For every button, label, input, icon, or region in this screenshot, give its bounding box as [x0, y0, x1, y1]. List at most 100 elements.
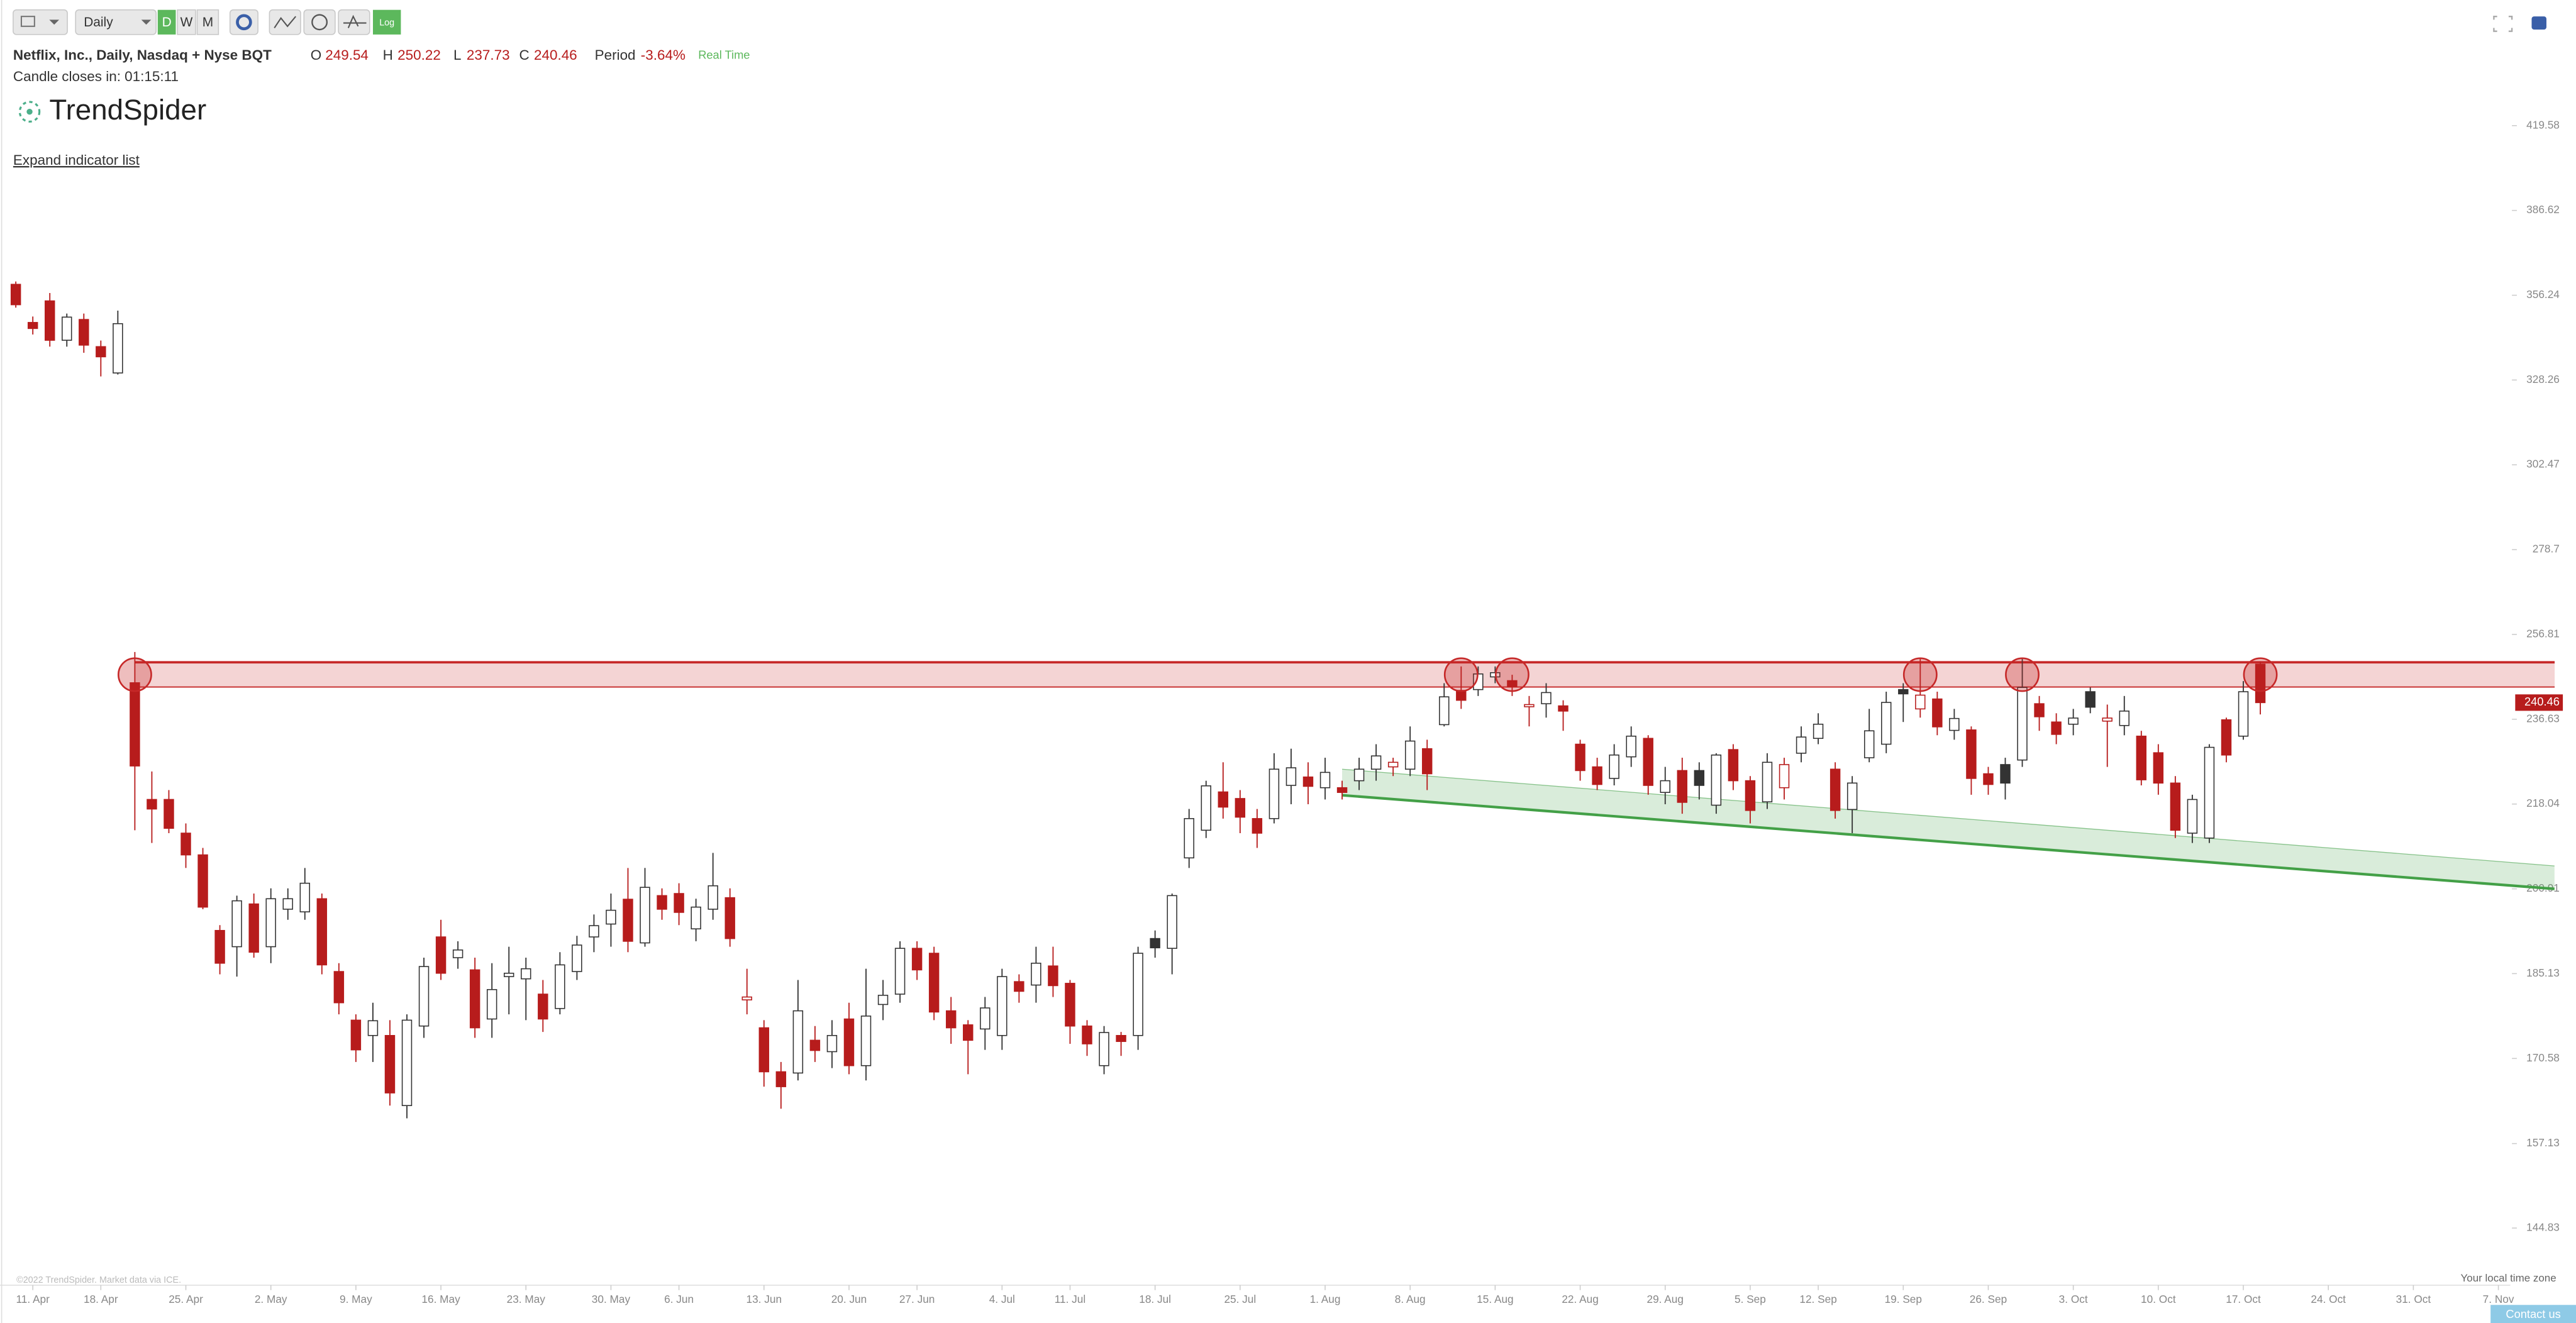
candle-body [1575, 743, 1585, 772]
candle-body [1370, 755, 1382, 770]
candle-body [333, 971, 345, 1004]
candle-body [79, 319, 89, 346]
candle-body [350, 1019, 362, 1051]
candle-body [1269, 768, 1280, 819]
x-tick-label: 17. Oct [2226, 1293, 2261, 1305]
x-tick-label: 24. Oct [2311, 1293, 2346, 1305]
high-label: H [383, 47, 393, 63]
candle-body [1116, 1034, 1126, 1043]
candle-body [1201, 785, 1211, 831]
x-tick-label: 12. Sep [1799, 1293, 1836, 1305]
resistance-zone [135, 662, 2555, 687]
period-d-label: D [162, 15, 172, 30]
y-tick-label: 218.04 [2526, 797, 2560, 809]
candle-body [809, 1039, 821, 1051]
period-d-button[interactable] [157, 9, 176, 35]
candle-body [248, 903, 259, 953]
candle-body [1353, 768, 1365, 782]
candle-body [316, 898, 328, 966]
timezone-label: Your local time zone [2461, 1272, 2557, 1284]
open-label: O [311, 47, 321, 63]
x-tick-label: 3. Oct [2059, 1293, 2088, 1305]
x-tick-label: 10. Oct [2141, 1293, 2176, 1305]
x-tick-label: 2. May [255, 1293, 287, 1305]
x-tick-label: 26. Sep [1970, 1293, 2007, 1305]
x-tick-label: 13. Jun [747, 1293, 782, 1305]
candle-body [2017, 687, 2028, 761]
low-value: 237.73 [467, 47, 510, 63]
candle-body [10, 284, 21, 306]
candle-body [401, 1019, 413, 1106]
candle-body [367, 1020, 379, 1036]
x-tick-label: 25. Apr [169, 1293, 203, 1305]
candle-body [1065, 983, 1075, 1027]
candle-body [1422, 748, 1433, 775]
open-value: 249.54 [325, 47, 369, 63]
drawing-button[interactable] [338, 9, 370, 35]
candle-body [2051, 721, 2062, 735]
period-w-button[interactable] [177, 9, 196, 35]
candle-body [2085, 691, 2096, 708]
channel-lower [1341, 794, 2555, 890]
plot-area: 144.83157.13170.58185.13200.91218.04236.… [10, 118, 2563, 1305]
log-label: Log [379, 18, 394, 28]
resistance-touch [2005, 657, 2040, 692]
channel-upper [1341, 768, 2555, 866]
candle-body [2153, 752, 2164, 784]
y-tick-label: 236.63 [2526, 712, 2560, 724]
interval-label: Daily [84, 15, 113, 30]
candle-body [1336, 787, 1348, 793]
candle-body [1626, 735, 1636, 758]
candle-body [708, 885, 718, 910]
realtime-label: Real Time [698, 48, 750, 62]
y-tick-label: 157.13 [2526, 1136, 2560, 1149]
candle-body [792, 1010, 804, 1074]
candle-body [1150, 938, 1160, 949]
candle-body [860, 1016, 872, 1066]
candle-body [1813, 723, 1824, 739]
candle-body [1915, 694, 1926, 710]
y-tick-label: 256.81 [2526, 627, 2560, 639]
interval-select[interactable] [75, 9, 157, 35]
period-value: -3.64% [641, 47, 686, 63]
fullscreen-icon[interactable] [2493, 15, 2513, 32]
x-tick-label: 1. Aug [1310, 1293, 1341, 1305]
candle-body [62, 316, 72, 341]
y-tick-label: 170.58 [2526, 1051, 2560, 1064]
candle-body [538, 994, 548, 1020]
resistance-touch [117, 657, 152, 692]
candle-body [1677, 770, 1688, 803]
candle-body [589, 925, 599, 938]
x-tick-label: 6. Jun [664, 1293, 694, 1305]
last-price-label: 240.46 [2524, 695, 2560, 708]
candle-body [911, 948, 923, 971]
legend-header: Netflix, Inc., Daily, Nasdaq + Nyse BQT … [13, 47, 750, 84]
candle-body [2000, 764, 2011, 784]
period-m-label: M [203, 15, 213, 30]
expand-indicator-link[interactable]: Expand indicator list [13, 152, 140, 168]
candle-body [1881, 702, 1892, 745]
brand-logo: TrendSpider [18, 94, 206, 126]
high-value: 250.22 [397, 47, 441, 63]
drawing-icon [343, 14, 367, 28]
x-tick-label: 16. May [421, 1293, 460, 1305]
contact-label: Contact us [2506, 1307, 2560, 1320]
period-m-button[interactable] [196, 9, 219, 35]
x-tick-label: 18. Apr [84, 1293, 118, 1305]
candle-body [1863, 730, 1875, 758]
contact-button[interactable] [2490, 1305, 2576, 1323]
candle-body [1829, 768, 1841, 811]
candle-body [1218, 791, 1229, 808]
candle-body [45, 300, 55, 341]
candle-body [1846, 782, 1858, 811]
candle-body [130, 682, 140, 767]
candle-body [1439, 696, 1450, 726]
log-button[interactable] [372, 9, 401, 35]
candle-body [674, 893, 684, 913]
candle-body [1285, 767, 1297, 786]
candle-body [2102, 717, 2112, 722]
settings-button[interactable] [229, 9, 258, 35]
candle-body [1660, 780, 1670, 793]
alerts-button[interactable] [303, 9, 336, 35]
snapshot-icon[interactable] [2531, 16, 2546, 30]
